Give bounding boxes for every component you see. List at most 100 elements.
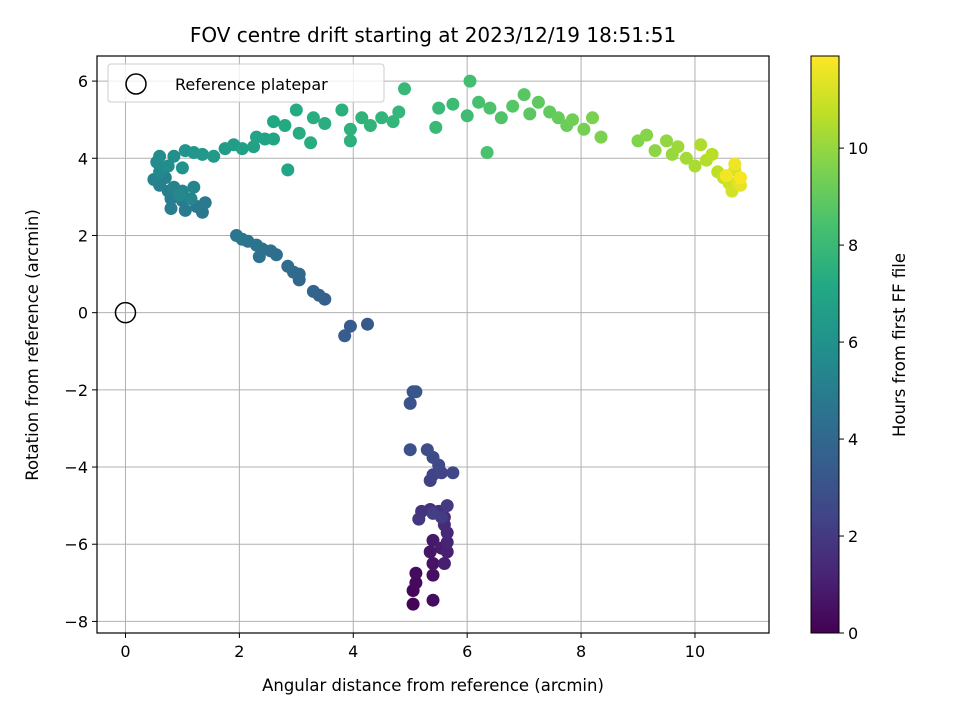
y-tick-label: −4 [64,458,88,477]
scatter-point [412,512,426,526]
scatter-point [292,126,306,140]
x-axis-ticks: 0 2 4 6 8 10 [120,633,705,661]
scatter-point [420,443,434,457]
scatter-point [398,82,411,96]
scatter-point [517,88,531,102]
scatter-point [423,545,437,559]
scatter-point [426,557,440,570]
scatter-point [679,151,693,165]
y-tick-label: −2 [64,381,88,400]
scatter-point [426,506,440,520]
scatter-point [318,117,332,130]
scatter-point [375,111,389,125]
scatter-point [586,111,599,125]
scatter-point [506,99,520,113]
scatter-point [335,103,349,117]
x-tick-label: 6 [462,642,472,661]
scatter-point [343,134,357,148]
scatter-point [289,103,303,117]
colorbar: 0 2 4 6 8 10 Hours from first FF file [810,55,909,643]
scatter-point [409,385,423,399]
legend-marker [125,73,147,95]
scatter-point [386,115,400,129]
scatter-point [566,113,579,127]
scatter-point [440,535,454,549]
reference-point [114,301,137,324]
x-tick-label: 10 [685,642,705,661]
scatter-point [175,161,189,175]
scatter-point [523,107,537,121]
scatter-point [719,169,733,183]
plot-area [96,55,770,634]
scatter-point [446,466,460,480]
scatter-point [167,149,181,163]
scatter-point [531,95,545,109]
scatter-point [494,111,508,125]
scatter-point [164,202,178,215]
scatter-point [406,597,420,611]
scatter-point [446,97,460,111]
colorbar-tick-label: 8 [848,236,858,255]
scatter-point [640,128,654,142]
scatter-point [161,159,175,173]
chart-title: FOV centre drift starting at 2023/12/19 … [190,23,676,47]
x-tick-label: 8 [576,642,586,661]
scatter-point [440,499,454,513]
scatter-point [460,109,474,123]
scatter-point [187,180,201,194]
scatter-point [338,329,352,343]
colorbar-ticks: 0 2 4 6 8 10 [839,139,868,643]
scatter-point [437,557,451,570]
y-tick-label: 4 [78,149,88,168]
scatter-point [267,132,280,146]
scatter-point [426,593,440,607]
scatter-point [403,396,417,410]
scatter-point [440,545,454,559]
scatter-point [304,136,318,150]
scatter-point [577,122,591,136]
scatter-point [392,105,406,119]
scatter-point [173,188,187,202]
colorbar-gradient [810,55,840,634]
scatter-point [660,134,673,148]
scatter-point [195,147,209,161]
colorbar-label: Hours from first FF file [890,253,909,437]
scatter-point [432,101,446,115]
scatter-point [306,284,320,298]
scatter-point [403,443,417,457]
legend-box [107,63,385,103]
scatter-point [688,159,702,173]
scatter-point [648,144,662,158]
x-tick-label: 2 [234,642,244,661]
scatter-point [480,146,494,159]
scatter-point [355,111,369,125]
colorbar-tick-label: 2 [848,527,858,546]
colorbar-tick-label: 4 [848,430,858,449]
scatter-point [281,259,295,273]
scatter-point [153,149,167,163]
scatter-point [705,147,719,161]
colorbar-tick-label: 10 [848,139,868,158]
y-tick-label: −6 [64,535,88,554]
scatter-point [426,533,440,547]
y-axis-label: Rotation from reference (arcmin) [23,209,42,481]
y-tick-label: 2 [78,226,88,245]
scatter-point [306,111,320,125]
scatter-point [235,142,249,156]
y-tick-label: 6 [78,72,88,91]
scatter-point [363,119,377,132]
scatter-point [184,192,198,206]
scatter-point [728,157,742,171]
scatter-point [594,130,608,144]
y-axis-ticks: −8 −6 −4 −2 0 2 4 6 [64,72,97,631]
x-tick-label: 4 [348,642,358,661]
scatter-point [230,229,243,242]
y-tick-label: −8 [64,612,88,631]
scatter-point [252,250,266,264]
scatter-point [409,566,423,580]
gridlines [97,56,769,633]
scatter-point [409,576,423,590]
scatter-point [267,115,280,129]
x-tick-label: 0 [120,642,130,661]
scatter-point [694,138,708,152]
